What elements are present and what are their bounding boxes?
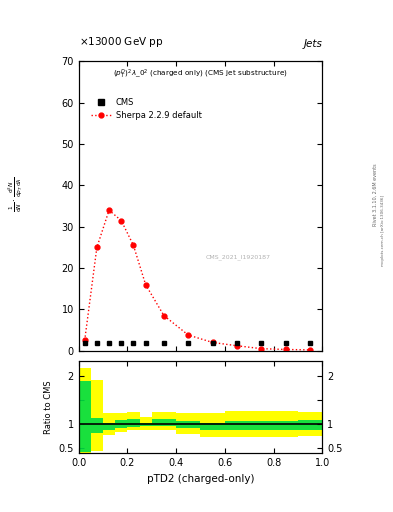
- Text: $\times$13000 GeV pp: $\times$13000 GeV pp: [79, 35, 163, 49]
- Legend: CMS, Sherpa 2.2.9 default: CMS, Sherpa 2.2.9 default: [88, 95, 205, 123]
- Y-axis label: Ratio to CMS: Ratio to CMS: [44, 380, 53, 434]
- Text: Rivet 3.1.10, 2.6M events: Rivet 3.1.10, 2.6M events: [373, 163, 378, 226]
- Text: $\frac{1}{\mathrm{d}N} \cdot \frac{\mathrm{d}^2 N}{\mathrm{d}p_T\,\mathrm{d}\lam: $\frac{1}{\mathrm{d}N} \cdot \frac{\math…: [7, 177, 25, 212]
- Text: Jets: Jets: [303, 38, 322, 49]
- X-axis label: pTD2 (charged-only): pTD2 (charged-only): [147, 474, 254, 483]
- Text: $(p_T^D)^2\lambda\_0^2$ (charged only) (CMS jet substructure): $(p_T^D)^2\lambda\_0^2$ (charged only) (…: [113, 67, 288, 80]
- Text: CMS_2021_I1920187: CMS_2021_I1920187: [205, 254, 270, 260]
- Text: mcplots.cern.ch [arXiv:1306.3436]: mcplots.cern.ch [arXiv:1306.3436]: [381, 195, 385, 266]
